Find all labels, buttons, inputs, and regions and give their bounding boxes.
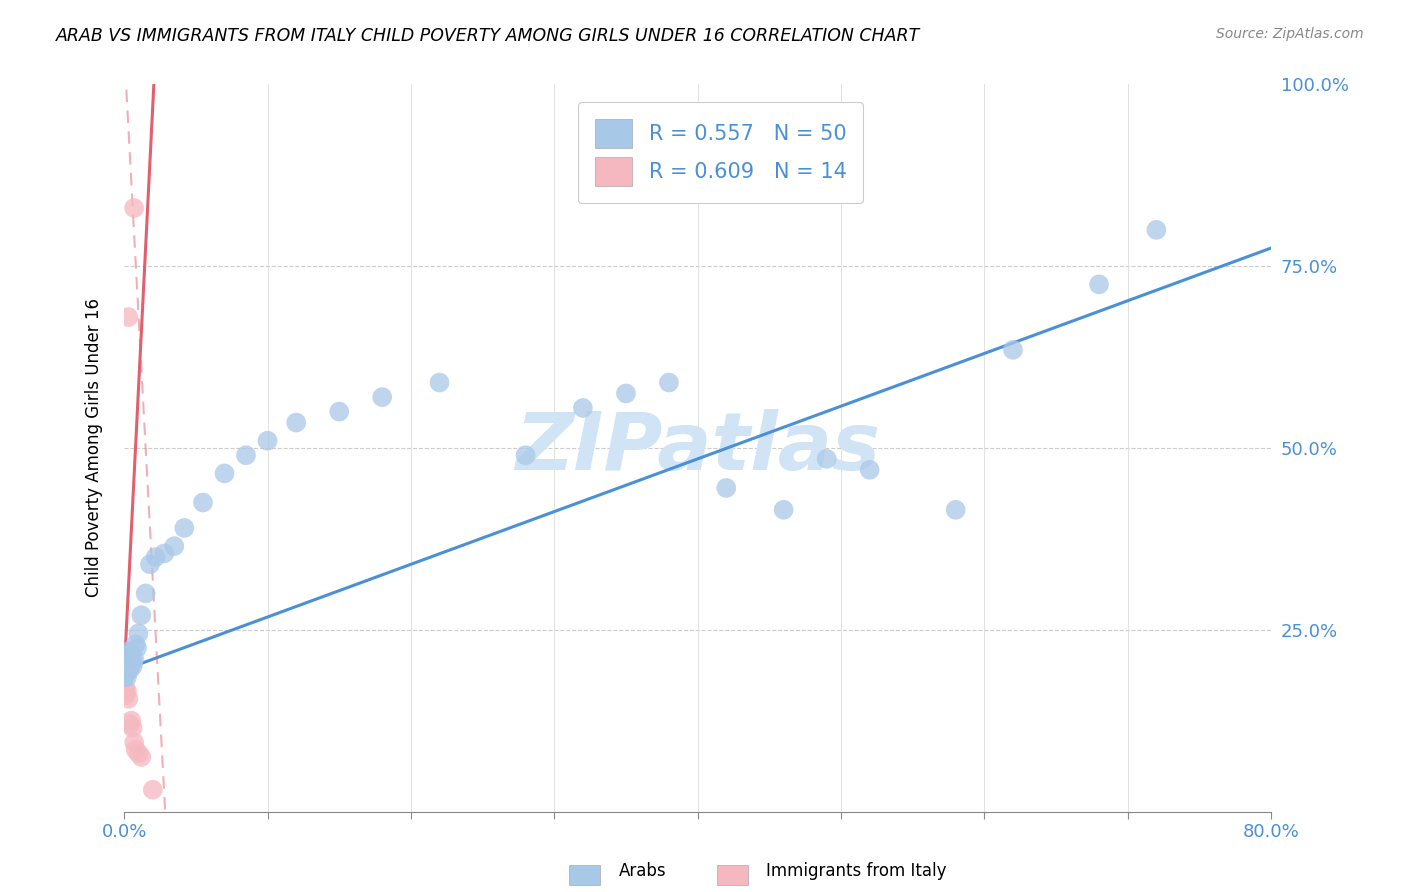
Point <box>115 670 138 684</box>
Point <box>114 652 136 666</box>
Text: Source: ZipAtlas.com: Source: ZipAtlas.com <box>1216 27 1364 41</box>
Point <box>115 659 138 673</box>
Point <box>120 714 142 728</box>
Point <box>139 558 162 572</box>
Point <box>1088 277 1111 292</box>
Point <box>145 549 167 564</box>
Point <box>118 663 141 677</box>
Point <box>120 652 142 666</box>
Point <box>122 735 145 749</box>
Point <box>112 652 135 666</box>
Point <box>859 463 882 477</box>
Point <box>214 467 236 481</box>
Point <box>120 648 142 663</box>
Point <box>114 666 136 681</box>
Legend: R = 0.557   N = 50, R = 0.609   N = 14: R = 0.557 N = 50, R = 0.609 N = 14 <box>578 102 863 202</box>
Point <box>124 742 146 756</box>
Text: ARAB VS IMMIGRANTS FROM ITALY CHILD POVERTY AMONG GIRLS UNDER 16 CORRELATION CHA: ARAB VS IMMIGRANTS FROM ITALY CHILD POVE… <box>56 27 921 45</box>
Point <box>117 648 139 663</box>
Point <box>121 656 143 670</box>
Point <box>124 637 146 651</box>
Point <box>131 608 153 623</box>
Point <box>112 659 135 673</box>
Point <box>127 747 149 761</box>
Point <box>658 376 681 390</box>
Point <box>117 644 139 658</box>
Point <box>135 586 157 600</box>
Point <box>131 750 153 764</box>
Point <box>112 670 135 684</box>
Point <box>515 448 537 462</box>
Point <box>115 663 138 677</box>
Text: Arabs: Arabs <box>619 862 666 880</box>
Point <box>121 659 143 673</box>
Point <box>256 434 278 448</box>
Point <box>114 688 136 702</box>
Point <box>328 404 350 418</box>
Point <box>112 663 135 677</box>
Point <box>117 310 139 324</box>
Point <box>118 717 141 731</box>
Point <box>114 656 136 670</box>
Point <box>235 448 257 462</box>
Point <box>716 481 738 495</box>
Point <box>125 640 148 655</box>
Point <box>118 659 141 673</box>
Point <box>572 401 595 415</box>
Y-axis label: Child Poverty Among Girls Under 16: Child Poverty Among Girls Under 16 <box>86 299 103 598</box>
Point <box>153 546 176 560</box>
Point <box>122 652 145 666</box>
Point <box>173 521 195 535</box>
Point <box>191 495 214 509</box>
Point <box>163 539 186 553</box>
Point <box>772 503 794 517</box>
Point <box>1144 223 1167 237</box>
Point <box>127 626 149 640</box>
Point <box>285 416 308 430</box>
Point <box>815 451 838 466</box>
Point <box>117 691 139 706</box>
Point <box>371 390 394 404</box>
Point <box>114 681 136 695</box>
Point <box>1002 343 1025 357</box>
Point <box>117 656 139 670</box>
Point <box>114 648 136 663</box>
Point <box>614 386 637 401</box>
Point <box>429 376 451 390</box>
Point <box>112 659 135 673</box>
Text: ZIPatlas: ZIPatlas <box>515 409 880 487</box>
Point <box>945 503 967 517</box>
Point <box>142 782 165 797</box>
Text: Immigrants from Italy: Immigrants from Italy <box>766 862 946 880</box>
Point <box>115 684 138 698</box>
Point <box>122 201 145 215</box>
Point <box>121 721 143 735</box>
